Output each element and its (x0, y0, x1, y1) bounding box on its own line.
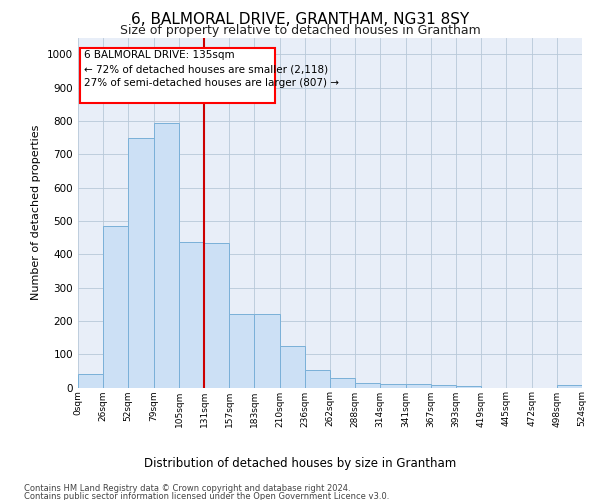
Bar (103, 226, 128, 388)
Bar (78, 374, 103, 388)
Bar (204, 242, 229, 388)
Text: Size of property relative to detached houses in Grantham: Size of property relative to detached ho… (119, 24, 481, 37)
Bar (380, 384, 406, 388)
Bar (355, 382, 380, 388)
Text: 6, BALMORAL DRIVE, GRANTHAM, NG31 8SY: 6, BALMORAL DRIVE, GRANTHAM, NG31 8SY (131, 12, 469, 28)
Bar (229, 314, 254, 388)
Bar (330, 378, 355, 388)
FancyBboxPatch shape (80, 48, 275, 102)
Text: Contains HM Land Registry data © Crown copyright and database right 2024.: Contains HM Land Registry data © Crown c… (24, 484, 350, 493)
Text: 6 BALMORAL DRIVE: 135sqm: 6 BALMORAL DRIVE: 135sqm (84, 50, 235, 60)
Y-axis label: Number of detached properties: Number of detached properties (31, 125, 41, 300)
Bar (254, 314, 280, 388)
Bar (154, 122, 179, 388)
Bar (431, 385, 456, 388)
Bar (456, 386, 481, 388)
Bar (128, 138, 154, 388)
Text: Contains public sector information licensed under the Open Government Licence v3: Contains public sector information licen… (24, 492, 389, 500)
Bar (406, 384, 431, 388)
Text: Distribution of detached houses by size in Grantham: Distribution of detached houses by size … (144, 458, 456, 470)
Bar (557, 385, 582, 388)
Bar (305, 370, 330, 388)
Bar (280, 346, 305, 388)
Bar (179, 242, 204, 388)
Text: 27% of semi-detached houses are larger (807) →: 27% of semi-detached houses are larger (… (84, 78, 339, 88)
Text: ← 72% of detached houses are smaller (2,118): ← 72% of detached houses are smaller (2,… (84, 64, 328, 74)
